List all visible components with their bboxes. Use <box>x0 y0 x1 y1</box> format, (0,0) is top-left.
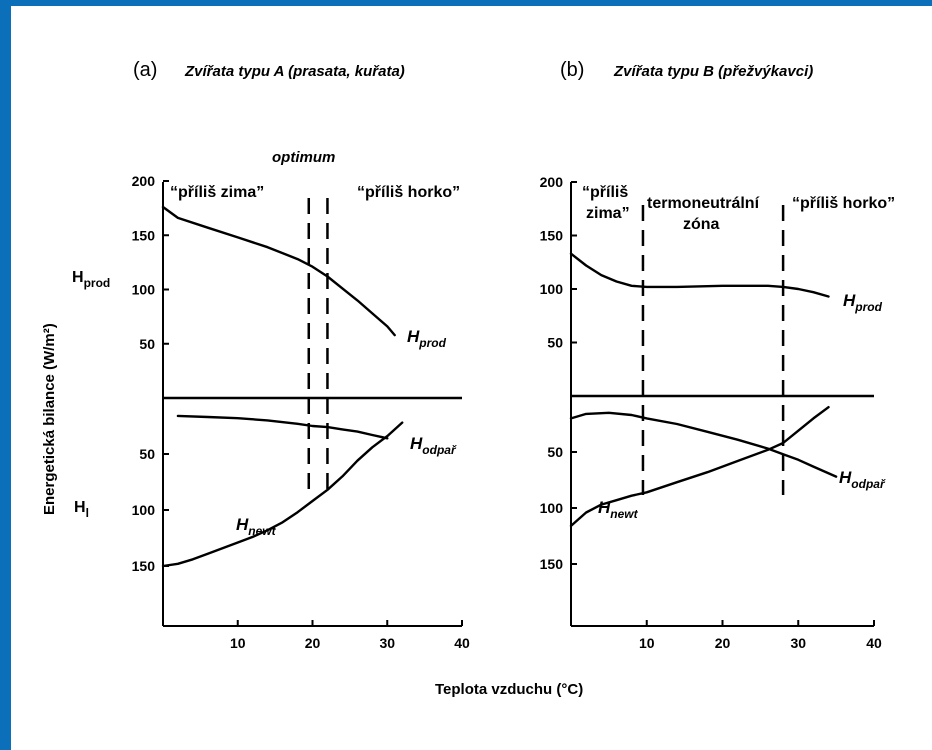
x-tick-label: 10 <box>230 635 246 651</box>
x-tick-label: 40 <box>454 635 470 651</box>
panel-b-letter: (b) <box>560 59 584 81</box>
x-tick-label: 20 <box>305 635 321 651</box>
series-line-hodpar <box>176 414 389 440</box>
x-tick-label: 30 <box>379 635 395 651</box>
series-label-subscript: prod <box>854 300 882 314</box>
lower-y-tick-label: 100 <box>540 500 564 516</box>
x-tick-label: 30 <box>790 635 806 651</box>
upper-axis-label-sub: prod <box>84 276 111 290</box>
annotation-too-hot-a: “příliš horko” <box>357 184 460 201</box>
upper-y-tick-label: 100 <box>540 281 564 297</box>
frame-left-bar <box>0 0 11 750</box>
series-line-hodpar <box>569 411 838 478</box>
frame-top-bar <box>0 0 932 6</box>
chart-panel-b: 10 20 30 40 50 100 150 200 50 100 150 Hprod Hodpař Hn… <box>540 174 886 651</box>
annotation-too-hot-b: “příliš horko” <box>792 195 895 212</box>
series-label-subscript: newt <box>610 507 638 521</box>
panel-b-title: Zvířata typu B (přežvýkavci) <box>613 63 813 80</box>
upper-y-tick-label: 50 <box>139 336 155 352</box>
series-label-hnewt: Hnewt <box>236 515 277 538</box>
lower-axis-label: Hl <box>74 499 89 520</box>
upper-y-tick-label: 50 <box>547 335 563 351</box>
upper-y-tick-label: 100 <box>132 282 156 298</box>
upper-y-tick-label: 200 <box>540 174 564 190</box>
series-label-hprod: Hprod <box>843 291 883 314</box>
lower-y-tick-label: 50 <box>547 444 563 460</box>
annotation-thermoneutral-line1: termoneutrální <box>647 195 760 212</box>
series-line-hnewt <box>161 421 404 568</box>
lower-axis-label-sub: l <box>86 506 89 520</box>
y-axis-label: Energetická bilance (W/m²) <box>41 323 58 515</box>
panel-a-title: Zvířata typu A (prasata, kuřata) <box>184 63 405 80</box>
annotation-too-cold-a: “příliš zima” <box>170 184 264 201</box>
upper-y-tick-label: 150 <box>540 228 564 244</box>
x-tick-label: 10 <box>639 635 655 651</box>
series-label-subscript: newt <box>248 524 276 538</box>
series-label-subscript: prod <box>418 336 446 350</box>
series-label-hnewt: Hnewt <box>598 498 639 521</box>
series-label-hodpar: Hodpař <box>839 468 886 491</box>
series-line-hprod <box>161 205 396 337</box>
series-line-hnewt <box>569 406 830 528</box>
series-label-hodpar: Hodpař <box>410 434 457 457</box>
upper-axis-label: Hprod <box>72 269 110 290</box>
lower-y-tick-label: 50 <box>139 446 155 462</box>
annotation-too-cold-b-line2: zima” <box>586 205 630 222</box>
x-tick-label: 20 <box>715 635 731 651</box>
annotation-too-cold-b-line1: “příliš <box>582 184 628 201</box>
chart-panel-a: 10 20 30 40 50 100 150 200 50 100 150 Hprod Hodpař Hn… <box>132 173 470 651</box>
upper-y-tick-label: 200 <box>132 173 156 189</box>
upper-y-tick-label: 150 <box>132 227 156 243</box>
lower-y-tick-label: 150 <box>540 556 564 572</box>
lower-y-tick-label: 100 <box>132 502 156 518</box>
series-label-subscript: odpař <box>851 477 886 491</box>
x-tick-label: 40 <box>866 635 882 651</box>
x-axis-label: Teplota vzduchu (°C) <box>435 681 583 698</box>
lower-y-tick-label: 150 <box>132 558 156 574</box>
series-label-hprod: Hprod <box>407 327 447 350</box>
series-label-subscript: odpař <box>422 443 457 457</box>
annotation-optimum: optimum <box>272 149 335 166</box>
series-line-hprod <box>569 252 830 298</box>
annotation-thermoneutral-line2: zóna <box>683 216 720 233</box>
panel-a-letter: (a) <box>133 59 157 81</box>
